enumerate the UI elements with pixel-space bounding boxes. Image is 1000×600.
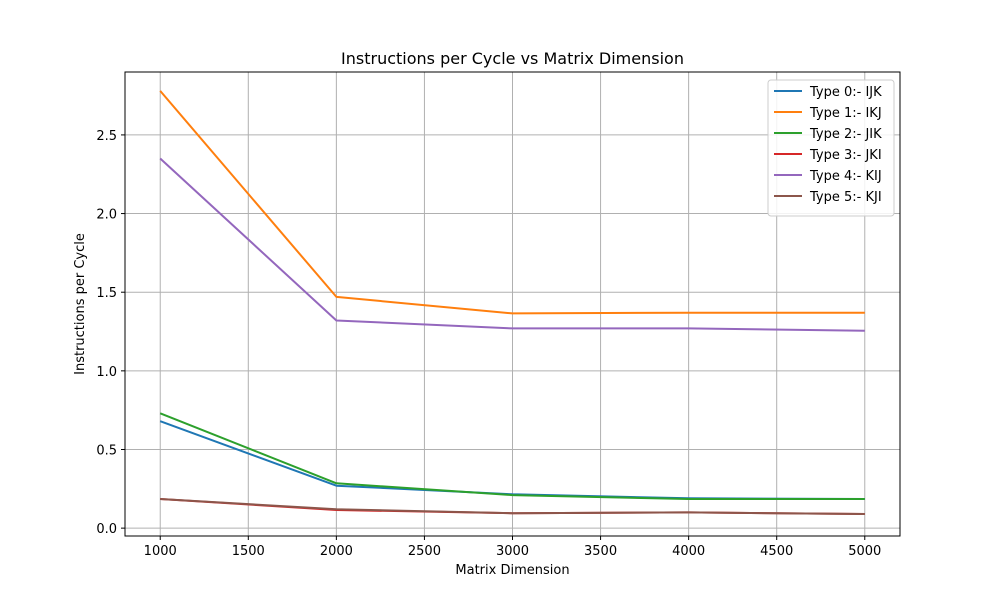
legend-entry-label: Type 1:- IKJ bbox=[809, 106, 882, 121]
y-axis-ticks: 0.0 0.5 1.0 1.5 2.0 2.5 bbox=[96, 129, 125, 537]
legend-entry-label: Type 3:- JKI bbox=[809, 148, 882, 163]
legend-entry-label: Type 4:- KIJ bbox=[809, 169, 882, 184]
x-tick-label: 4000 bbox=[672, 544, 705, 559]
x-tick-label: 3500 bbox=[584, 544, 617, 559]
x-tick-label: 5000 bbox=[848, 544, 881, 559]
series-lines bbox=[159, 90, 865, 515]
y-tick-label: 0.0 bbox=[96, 522, 117, 537]
x-tick-label: 2000 bbox=[320, 544, 353, 559]
y-tick-label: 1.0 bbox=[96, 365, 117, 380]
series-line-type-1 bbox=[159, 90, 865, 315]
x-axis-label: Matrix Dimension bbox=[455, 563, 569, 578]
y-axis-label: Instructions per Cycle bbox=[73, 233, 88, 375]
y-tick-label: 0.5 bbox=[96, 443, 117, 458]
x-tick-label: 1500 bbox=[232, 544, 265, 559]
y-tick-label: 1.5 bbox=[96, 286, 117, 301]
legend-entry-label: Type 2:- JIK bbox=[809, 127, 882, 142]
chart-title: Instructions per Cycle vs Matrix Dimensi… bbox=[341, 49, 684, 68]
y-tick-label: 2.0 bbox=[96, 208, 117, 223]
series-line-type-2 bbox=[159, 412, 865, 500]
legend-entry-label: Type 5:- KJI bbox=[809, 190, 882, 205]
x-tick-label: 3000 bbox=[496, 544, 529, 559]
legend-entry-label: Type 0:- IJK bbox=[809, 85, 882, 100]
x-tick-label: 2500 bbox=[408, 544, 441, 559]
series-line-type-5 bbox=[160, 498, 865, 515]
legend-box bbox=[767, 79, 895, 217]
series-line-type-4 bbox=[159, 157, 865, 332]
x-axis-ticks: 1000 1500 2000 2500 3000 3500 4000 4500 5000 bbox=[144, 536, 881, 559]
legend: Type 0:- IJK Type 1:- IKJ Type 2:- JIK Type… bbox=[767, 79, 895, 217]
y-tick-label: 2.5 bbox=[96, 129, 117, 144]
x-tick-label: 1000 bbox=[144, 544, 177, 559]
x-tick-label: 4500 bbox=[760, 544, 793, 559]
